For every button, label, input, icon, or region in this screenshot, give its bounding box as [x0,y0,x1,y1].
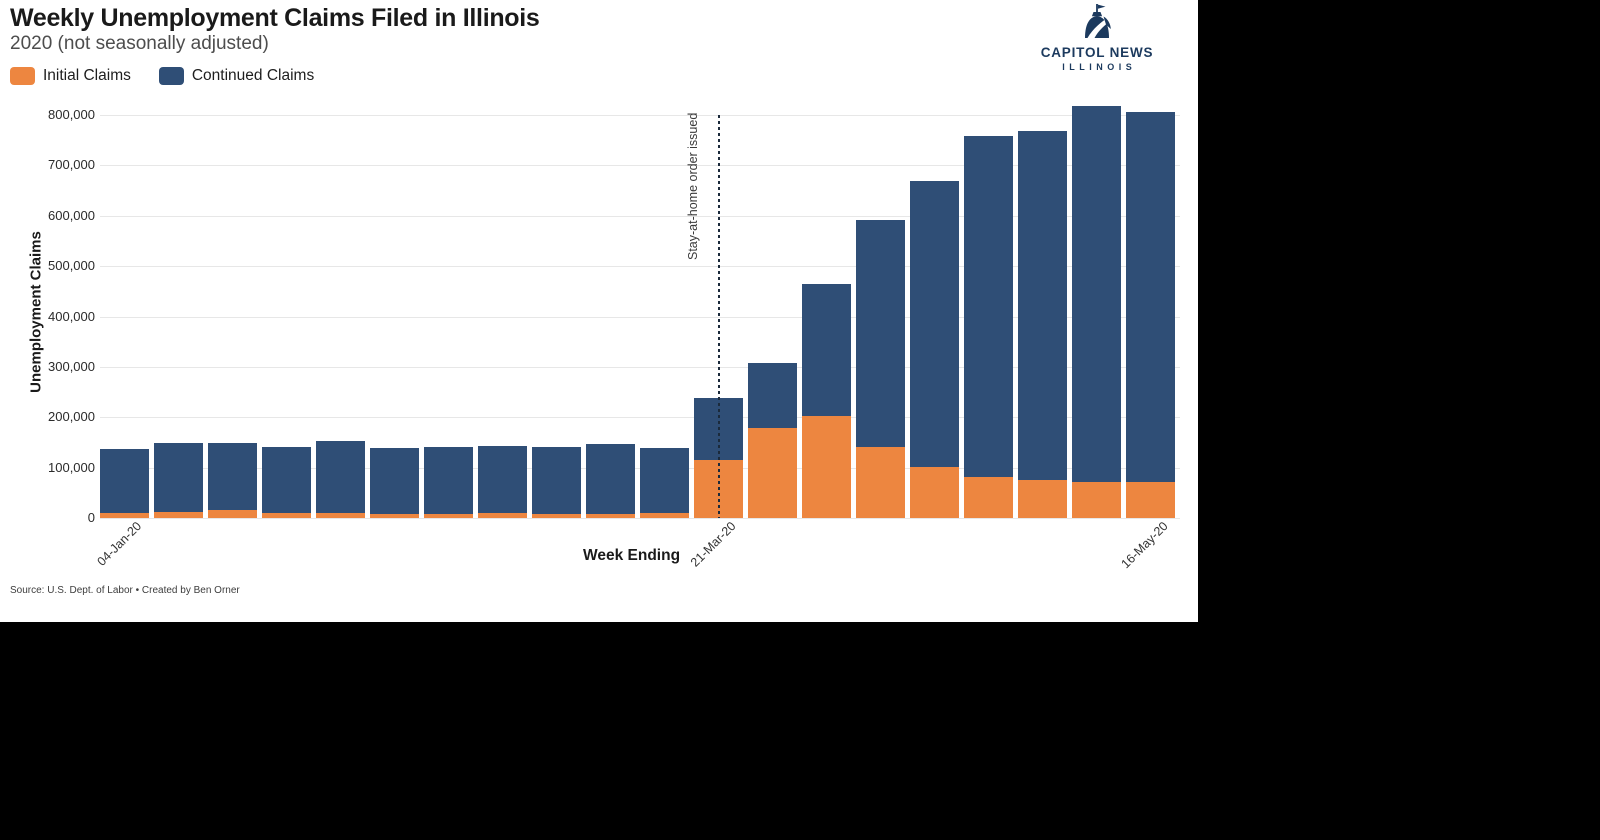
bar-initial-segment [262,513,311,518]
bar-initial-segment [316,513,365,518]
bar-initial-segment [748,428,797,518]
y-tick-label: 0 [87,510,95,525]
bar-continued-segment [100,448,149,513]
stay-at-home-order-line [717,115,720,518]
bar-initial-segment [154,511,203,518]
bar-continued-segment [532,447,581,514]
bar-continued-segment [1126,112,1175,482]
logo-text-capitol-news: CAPITOL NEWS [1040,45,1154,60]
y-gridline [100,366,1180,368]
x-tick-label: 21-Mar-20 [687,519,739,570]
bar-initial-segment [1072,481,1121,518]
y-gridline [100,215,1180,217]
continued-claims-swatch-icon [158,67,184,85]
bar-initial-segment [802,416,851,518]
bar-continued-segment [208,442,257,511]
y-gridline [100,115,1180,116]
y-tick-label: 200,000 [48,409,95,425]
x-tick-label: 04-Jan-20 [94,519,145,569]
bar-initial-segment [370,513,419,518]
y-gridline [100,316,1180,318]
y-gridline [100,165,1180,167]
chart-title: Weekly Unemployment Claims Filed in Illi… [10,4,540,32]
x-tick-label: 16-May-20 [1118,519,1171,572]
source-credit: Source: U.S. Dept. of Labor • Created by… [10,585,240,596]
bar-continued-segment [1072,105,1121,482]
bar-continued-segment [910,180,959,467]
bar-initial-segment [640,513,689,518]
x-axis-title: Week Ending [583,547,681,564]
bar-initial-segment [964,476,1013,518]
y-gridline [100,266,1180,268]
legend-label: Continued Claims [191,67,315,84]
bar-initial-segment [208,510,257,518]
bar-initial-segment [586,514,635,518]
bar-continued-segment [586,443,635,515]
legend-item-continued-claims: Continued Claims [158,67,315,85]
y-gridline [100,518,1180,519]
y-tick-label: 600,000 [48,207,95,223]
capitol-dome-icon [1085,4,1112,38]
y-tick-label: 500,000 [48,258,95,274]
bar-initial-segment [478,512,527,518]
bar-initial-segment [532,513,581,518]
y-gridline [100,417,1180,419]
bar-initial-segment [424,514,473,518]
logo-text-illinois: ILLINOIS [1062,62,1137,72]
bar-continued-segment [802,284,851,417]
legend: Initial Claims Continued Claims [10,67,314,85]
y-tick-label: 800,000 [48,107,95,122]
initial-claims-swatch-icon [10,67,35,85]
bar-continued-segment [154,442,203,512]
bar-continued-segment [478,446,527,513]
y-tick-label: 700,000 [48,157,95,173]
bar-initial-segment [1018,479,1067,518]
bar-continued-segment [964,135,1013,477]
chart-subtitle: 2020 (not seasonally adjusted) [10,33,269,54]
bar-continued-segment [748,362,797,429]
y-tick-label: 400,000 [48,308,95,324]
chart-panel: Weekly Unemployment Claims Filed in Illi… [0,0,1198,622]
stay-at-home-order-label: Stay-at-home order issued [685,112,700,260]
bar-initial-segment [910,466,959,518]
legend-label: Initial Claims [43,67,131,84]
bar-continued-segment [640,447,689,514]
bar-continued-segment [316,441,365,514]
bar-initial-segment [100,512,149,518]
bar-initial-segment [856,447,905,518]
bar-continued-segment [262,447,311,514]
y-tick-label: 100,000 [48,459,95,475]
bar-initial-segment [1126,481,1175,518]
y-tick-label: 300,000 [48,358,95,374]
bar-continued-segment [856,220,905,448]
bar-continued-segment [370,447,419,514]
bar-continued-segment [424,447,473,515]
legend-item-initial-claims: Initial Claims [10,67,131,85]
capitol-news-illinois-logo: CAPITOL NEWS ILLINOIS [1032,3,1162,72]
bar-continued-segment [1018,130,1067,480]
